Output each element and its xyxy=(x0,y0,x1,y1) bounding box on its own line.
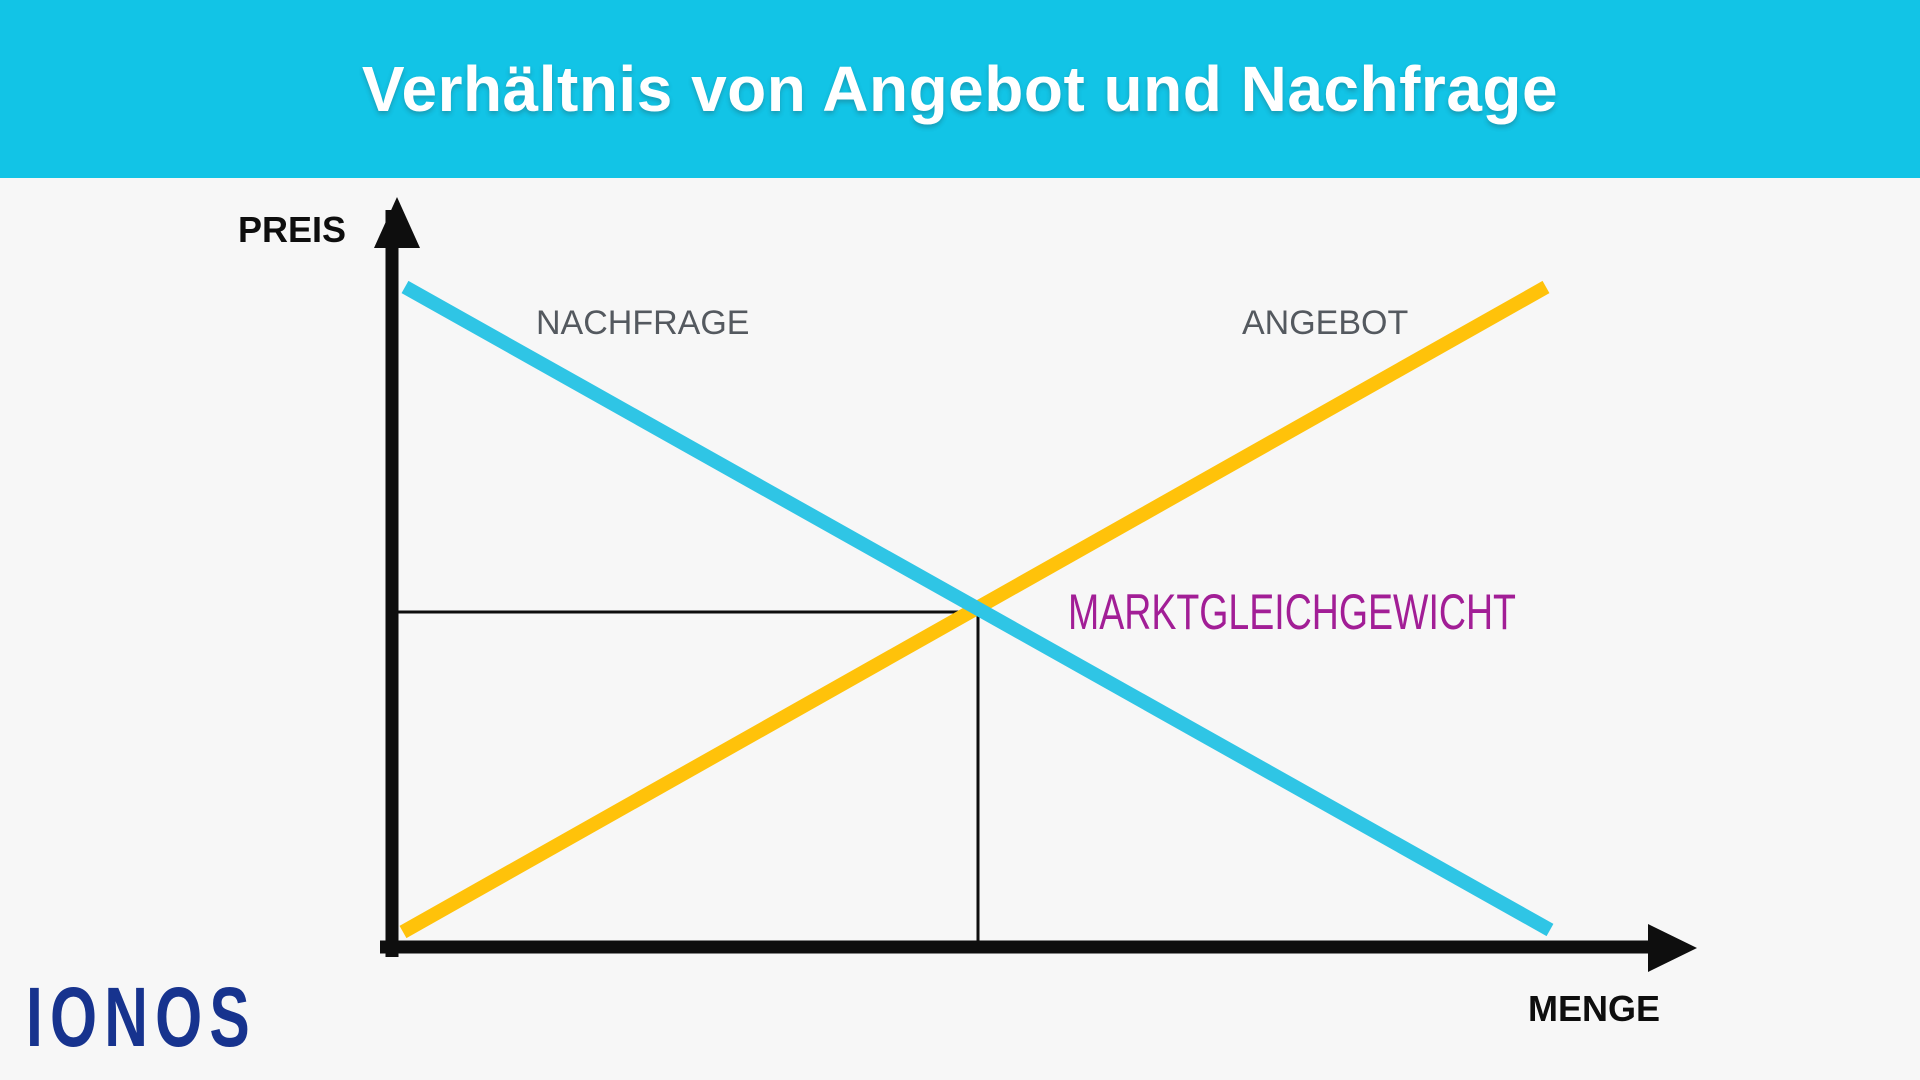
header-banner: Verhältnis von Angebot und Nachfrage xyxy=(0,0,1920,178)
x-axis-arrowhead-icon xyxy=(1648,924,1697,972)
page-title: Verhältnis von Angebot und Nachfrage xyxy=(361,53,1559,125)
equilibrium-label: MARKTGLEICHGEWICHT xyxy=(1068,584,1516,640)
demand-line xyxy=(401,280,1554,937)
supply-line-label: ANGEBOT xyxy=(1242,304,1409,342)
demand-line-label: NACHFRAGE xyxy=(536,304,750,342)
y-axis-arrowhead-icon xyxy=(374,197,420,248)
ionos-logo: IONOS xyxy=(26,970,257,1064)
x-axis-label: MENGE xyxy=(1528,988,1661,1029)
y-axis-label: PREIS xyxy=(238,209,347,250)
